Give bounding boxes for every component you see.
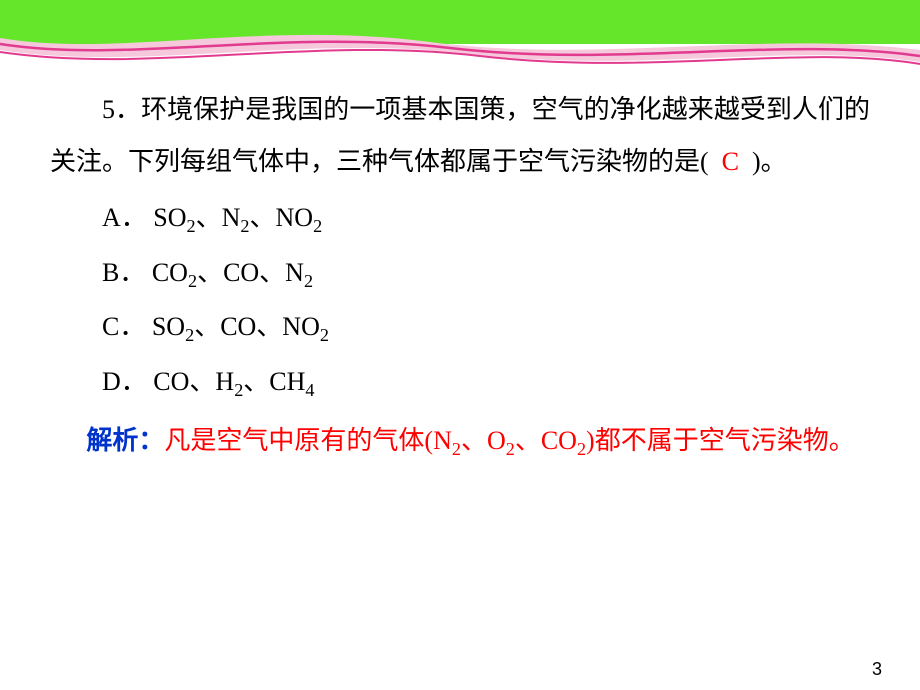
stem-text-before: 环境保护是我国的一项基本国策，空气的净化越来越受到人们的关注。下列每组气体中，三… bbox=[50, 95, 870, 176]
option-formula: CO、H2、CH4 bbox=[153, 367, 314, 396]
page-number: 3 bbox=[872, 659, 882, 680]
analysis-text: 凡是空气中原有的气体(N2、O2、CO2)都不属于空气污染物。 bbox=[164, 426, 854, 455]
slide-content: 5．环境保护是我国的一项基本国策，空气的净化越来越受到人们的关注。下列每组气体中… bbox=[0, 84, 920, 467]
option-formula: SO2、CO、NO2 bbox=[152, 312, 329, 341]
option-formula: SO2、N2、NO2 bbox=[153, 203, 322, 232]
option-label: A． bbox=[102, 203, 147, 232]
option-label: C． bbox=[102, 312, 145, 341]
option-b: B． CO2、CO、N2 bbox=[102, 247, 870, 300]
stem-text-after: )。 bbox=[752, 147, 787, 176]
analysis-block: 解析：凡是空气中原有的气体(N2、O2、CO2)都不属于空气污染物。 bbox=[50, 416, 870, 467]
analysis-label: 解析： bbox=[86, 426, 164, 455]
option-c: C． SO2、CO、NO2 bbox=[102, 301, 870, 354]
question-stem: 5．环境保护是我国的一项基本国策，空气的净化越来越受到人们的关注。下列每组气体中… bbox=[50, 84, 870, 188]
decorative-banner bbox=[0, 0, 920, 80]
answer-letter: C bbox=[722, 136, 739, 188]
options-list: A． SO2、N2、NO2 B． CO2、CO、N2 C． SO2、CO、NO2… bbox=[50, 192, 870, 408]
option-label: B． bbox=[102, 258, 145, 287]
option-a: A． SO2、N2、NO2 bbox=[102, 192, 870, 245]
option-label: D． bbox=[102, 367, 147, 396]
option-formula: CO2、CO、N2 bbox=[152, 258, 313, 287]
question-number: 5． bbox=[102, 95, 141, 124]
option-d: D． CO、H2、CH4 bbox=[102, 356, 870, 409]
